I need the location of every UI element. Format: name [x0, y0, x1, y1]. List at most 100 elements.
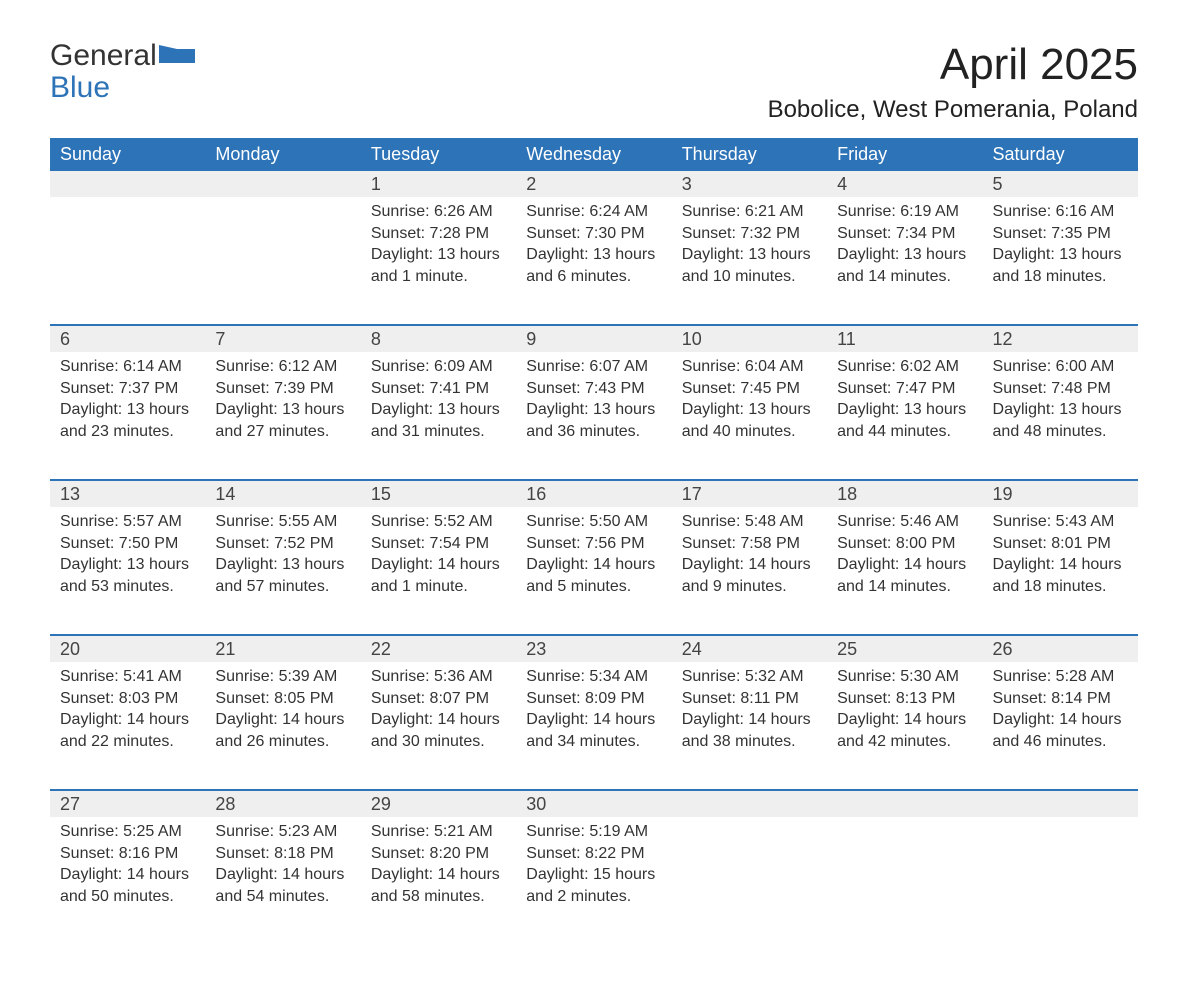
day-number-cell: 28	[205, 790, 360, 817]
day-cell: Sunrise: 5:28 AMSunset: 8:14 PMDaylight:…	[983, 662, 1138, 790]
day-number-cell: 29	[361, 790, 516, 817]
daylight-text: Daylight: 13 hours and 23 minutes.	[60, 399, 195, 442]
day-number-cell: 20	[50, 635, 205, 662]
daylight-text: Daylight: 13 hours and 27 minutes.	[215, 399, 350, 442]
daylight-text: Daylight: 13 hours and 53 minutes.	[60, 554, 195, 597]
day-number-cell: 25	[827, 635, 982, 662]
sunrise-text: Sunrise: 6:19 AM	[837, 201, 972, 223]
daylight-text: Daylight: 13 hours and 57 minutes.	[215, 554, 350, 597]
sunset-text: Sunset: 7:54 PM	[371, 533, 506, 555]
location-label: Bobolice, West Pomerania, Poland	[768, 96, 1138, 124]
day-number-cell: 18	[827, 480, 982, 507]
sunrise-text: Sunrise: 6:12 AM	[215, 356, 350, 378]
day-cell: Sunrise: 5:52 AMSunset: 7:54 PMDaylight:…	[361, 507, 516, 635]
sunrise-text: Sunrise: 5:43 AM	[993, 511, 1128, 533]
day-cell: Sunrise: 6:14 AMSunset: 7:37 PMDaylight:…	[50, 352, 205, 480]
sunset-text: Sunset: 8:22 PM	[526, 843, 661, 865]
day-cell: Sunrise: 5:41 AMSunset: 8:03 PMDaylight:…	[50, 662, 205, 790]
day-cell: Sunrise: 5:57 AMSunset: 7:50 PMDaylight:…	[50, 507, 205, 635]
sunrise-text: Sunrise: 5:57 AM	[60, 511, 195, 533]
day-cell: Sunrise: 5:19 AMSunset: 8:22 PMDaylight:…	[516, 817, 671, 945]
day-cell: Sunrise: 5:50 AMSunset: 7:56 PMDaylight:…	[516, 507, 671, 635]
daylight-text: Daylight: 15 hours and 2 minutes.	[526, 864, 661, 907]
daylight-text: Daylight: 13 hours and 18 minutes.	[993, 244, 1128, 287]
weekday-header-row: Sunday Monday Tuesday Wednesday Thursday…	[50, 138, 1138, 171]
daylight-text: Daylight: 13 hours and 44 minutes.	[837, 399, 972, 442]
day-number-cell: 17	[672, 480, 827, 507]
day-cell: Sunrise: 5:25 AMSunset: 8:16 PMDaylight:…	[50, 817, 205, 945]
day-cell	[205, 197, 360, 325]
day-cell: Sunrise: 6:04 AMSunset: 7:45 PMDaylight:…	[672, 352, 827, 480]
flag-icon	[159, 45, 195, 65]
week-body-row: Sunrise: 6:26 AMSunset: 7:28 PMDaylight:…	[50, 197, 1138, 325]
day-cell: Sunrise: 5:30 AMSunset: 8:13 PMDaylight:…	[827, 662, 982, 790]
sunset-text: Sunset: 8:16 PM	[60, 843, 195, 865]
daylight-text: Daylight: 14 hours and 34 minutes.	[526, 709, 661, 752]
sunrise-text: Sunrise: 6:21 AM	[682, 201, 817, 223]
weekday-header: Tuesday	[361, 138, 516, 171]
day-cell	[827, 817, 982, 945]
weekday-header: Wednesday	[516, 138, 671, 171]
sunset-text: Sunset: 8:00 PM	[837, 533, 972, 555]
day-number-cell	[205, 171, 360, 197]
sunrise-text: Sunrise: 6:24 AM	[526, 201, 661, 223]
sunset-text: Sunset: 7:47 PM	[837, 378, 972, 400]
brand-sub: Blue	[50, 71, 110, 104]
day-number-cell	[672, 790, 827, 817]
sunset-text: Sunset: 8:03 PM	[60, 688, 195, 710]
day-number-cell: 27	[50, 790, 205, 817]
weekday-header: Saturday	[983, 138, 1138, 171]
daylight-text: Daylight: 14 hours and 18 minutes.	[993, 554, 1128, 597]
day-cell: Sunrise: 6:00 AMSunset: 7:48 PMDaylight:…	[983, 352, 1138, 480]
page-header: General Blue April 2025 Bobolice, West P…	[50, 40, 1138, 134]
daylight-text: Daylight: 13 hours and 14 minutes.	[837, 244, 972, 287]
daylight-text: Daylight: 14 hours and 26 minutes.	[215, 709, 350, 752]
day-cell	[983, 817, 1138, 945]
day-number-cell: 2	[516, 171, 671, 197]
daylight-text: Daylight: 13 hours and 40 minutes.	[682, 399, 817, 442]
daylight-text: Daylight: 14 hours and 46 minutes.	[993, 709, 1128, 752]
weekday-header: Friday	[827, 138, 982, 171]
sunset-text: Sunset: 7:43 PM	[526, 378, 661, 400]
day-number-cell: 22	[361, 635, 516, 662]
daylight-text: Daylight: 14 hours and 9 minutes.	[682, 554, 817, 597]
sunset-text: Sunset: 8:13 PM	[837, 688, 972, 710]
day-number-cell: 5	[983, 171, 1138, 197]
day-cell: Sunrise: 6:07 AMSunset: 7:43 PMDaylight:…	[516, 352, 671, 480]
day-number-cell: 19	[983, 480, 1138, 507]
sunrise-text: Sunrise: 6:02 AM	[837, 356, 972, 378]
sunset-text: Sunset: 8:20 PM	[371, 843, 506, 865]
sunset-text: Sunset: 8:14 PM	[993, 688, 1128, 710]
daylight-text: Daylight: 13 hours and 10 minutes.	[682, 244, 817, 287]
weekday-header: Monday	[205, 138, 360, 171]
sunrise-text: Sunrise: 5:25 AM	[60, 821, 195, 843]
day-cell: Sunrise: 5:23 AMSunset: 8:18 PMDaylight:…	[205, 817, 360, 945]
week-body-row: Sunrise: 5:41 AMSunset: 8:03 PM Daylight:…	[50, 662, 1138, 790]
week-body-row: Sunrise: 5:25 AMSunset: 8:16 PM Daylight:…	[50, 817, 1138, 945]
sunset-text: Sunset: 8:07 PM	[371, 688, 506, 710]
daylight-text: Daylight: 14 hours and 1 minute.	[371, 554, 506, 597]
day-number-cell: 21	[205, 635, 360, 662]
sunrise-text: Sunrise: 5:23 AM	[215, 821, 350, 843]
day-number-cell: 3	[672, 171, 827, 197]
sunset-text: Sunset: 8:09 PM	[526, 688, 661, 710]
day-cell: Sunrise: 6:19 AMSunset: 7:34 PMDaylight:…	[827, 197, 982, 325]
daylight-text: Daylight: 13 hours and 36 minutes.	[526, 399, 661, 442]
sunrise-text: Sunrise: 6:04 AM	[682, 356, 817, 378]
day-cell: Sunrise: 6:24 AMSunset: 7:30 PMDaylight:…	[516, 197, 671, 325]
sunrise-text: Sunrise: 6:09 AM	[371, 356, 506, 378]
sunset-text: Sunset: 8:01 PM	[993, 533, 1128, 555]
sunrise-text: Sunrise: 5:41 AM	[60, 666, 195, 688]
day-cell: Sunrise: 6:21 AMSunset: 7:32 PMDaylight:…	[672, 197, 827, 325]
day-number-cell: 16	[516, 480, 671, 507]
day-cell: Sunrise: 5:43 AMSunset: 8:01 PMDaylight:…	[983, 507, 1138, 635]
weekday-header: Thursday	[672, 138, 827, 171]
sunrise-text: Sunrise: 5:36 AM	[371, 666, 506, 688]
calendar-table: Sunday Monday Tuesday Wednesday Thursday…	[50, 138, 1138, 945]
month-title: April 2025	[768, 40, 1138, 90]
sunset-text: Sunset: 7:41 PM	[371, 378, 506, 400]
week-daynum-row: 12345	[50, 171, 1138, 197]
sunrise-text: Sunrise: 5:30 AM	[837, 666, 972, 688]
week-daynum-row: 13141516171819	[50, 480, 1138, 507]
daylight-text: Daylight: 14 hours and 5 minutes.	[526, 554, 661, 597]
